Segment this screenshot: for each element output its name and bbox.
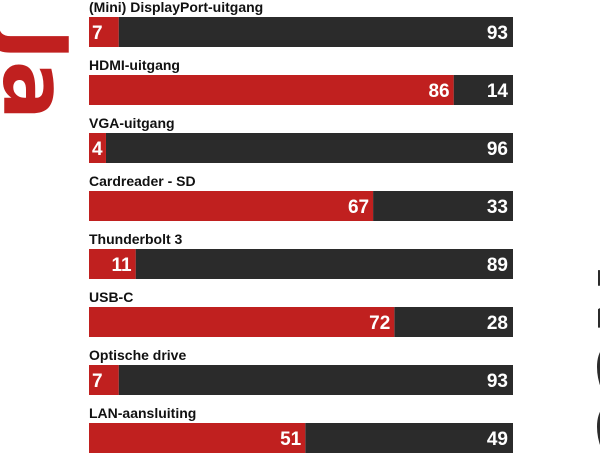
data-label-ja: 7 [92, 371, 103, 392]
bar-ja [89, 75, 454, 105]
bar-nee [105, 133, 514, 163]
data-label-nee: 14 [487, 81, 509, 102]
bar-ja [89, 365, 119, 395]
bar-ja [89, 133, 106, 163]
data-label-nee: 93 [487, 23, 508, 44]
data-label-nee: 28 [487, 313, 508, 334]
category-label: (Mini) DisplayPort-uitgang [89, 0, 263, 15]
data-label-ja: 4 [92, 139, 103, 160]
data-label-nee: 49 [487, 429, 508, 450]
legend-label-nee: Nee [577, 262, 600, 455]
data-label-nee: 33 [487, 197, 508, 218]
category-label: Optische drive [89, 347, 186, 363]
data-label-ja: 67 [348, 197, 369, 218]
bar-nee [305, 423, 513, 453]
category-label: USB-C [89, 289, 133, 305]
bar-nee [135, 249, 513, 279]
data-label-ja: 51 [280, 429, 302, 450]
data-label-nee: 93 [487, 371, 508, 392]
data-label-nee: 89 [487, 255, 508, 276]
bar-ja [89, 249, 136, 279]
bar-ja [89, 307, 395, 337]
data-label-nee: 96 [487, 139, 508, 160]
category-label: HDMI-uitgang [89, 57, 180, 73]
category-label: Thunderbolt 3 [89, 231, 183, 247]
bar-group: (Mini) DisplayPort-uitgang 7 93 HDMI-uitgan… [89, 0, 514, 453]
data-label-ja: 72 [369, 313, 390, 334]
category-label: VGA-uitgang [89, 115, 175, 131]
bar-nee [118, 17, 514, 47]
bar-nee [373, 191, 513, 221]
data-label-ja: 7 [92, 23, 103, 44]
data-label-ja: 86 [428, 81, 449, 102]
category-label: Cardreader - SD [89, 173, 196, 189]
bar-ja [89, 17, 119, 47]
data-label-ja: 11 [112, 255, 133, 276]
bar-nee [118, 365, 514, 395]
bar-ja [89, 191, 374, 221]
bar-ja [89, 423, 306, 453]
legend-label-ja: Ja [0, 23, 86, 120]
category-label: LAN-aansluiting [89, 405, 196, 421]
bar-nee [394, 307, 513, 337]
bar-nee [453, 75, 513, 105]
